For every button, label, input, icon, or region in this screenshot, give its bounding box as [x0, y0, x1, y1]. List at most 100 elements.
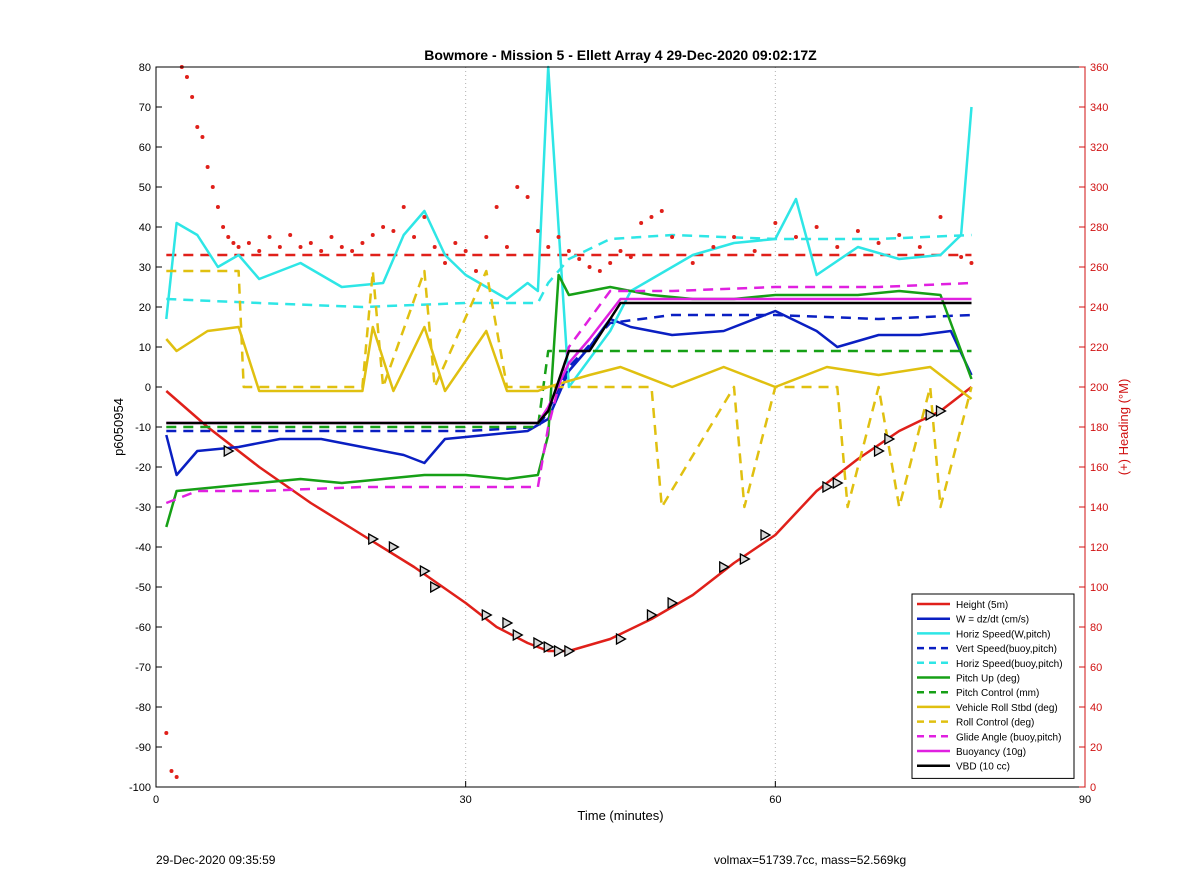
heading-point	[938, 215, 943, 219]
heading-point	[195, 125, 200, 129]
legend-entry: Glide Angle (buoy,pitch)	[956, 732, 1061, 743]
heading-point	[473, 269, 478, 273]
y-right-tick-label: 240	[1090, 302, 1108, 314]
heading-point	[618, 249, 623, 253]
heading-point	[221, 225, 226, 229]
legend-entry: Vehicle Roll Stbd (deg)	[956, 703, 1058, 714]
heading-point	[556, 235, 561, 239]
y-right-tick-label: 160	[1090, 462, 1108, 474]
y-left-tick-label: 10	[139, 342, 151, 354]
heading-point	[690, 261, 695, 265]
series-line-2	[165, 65, 973, 389]
y-right-tick-label: 80	[1090, 622, 1102, 634]
heading-point	[360, 241, 365, 245]
heading-point	[184, 75, 189, 79]
series-line-4	[166, 233, 972, 309]
height-marker	[533, 636, 545, 650]
heading-point	[329, 235, 334, 239]
height-marker	[822, 480, 834, 494]
heading-point	[855, 229, 860, 233]
heading-point	[246, 241, 251, 245]
y-right-tick-label: 320	[1090, 142, 1108, 154]
height-marker	[481, 608, 493, 622]
y-right-tick-label: 200	[1090, 382, 1108, 394]
heading-point	[597, 269, 602, 273]
height-marker	[388, 540, 400, 554]
plot-area	[164, 65, 974, 779]
heading-point	[917, 245, 922, 249]
heading-point	[164, 731, 169, 735]
y-left-tick-label: -70	[135, 662, 151, 674]
heading-point	[628, 255, 633, 259]
heading-point	[381, 225, 386, 229]
heading-point	[546, 245, 551, 249]
y-right-tick-label: 60	[1090, 662, 1102, 674]
series-line-5	[165, 273, 973, 528]
height-marker	[935, 404, 947, 418]
heading-point	[443, 261, 448, 265]
height-marker	[502, 616, 514, 630]
height-marker	[925, 408, 937, 422]
heading-point	[876, 241, 881, 245]
heading-point	[897, 233, 902, 237]
heading-point	[350, 249, 355, 253]
series-line-9	[165, 281, 972, 505]
height-marker	[419, 564, 431, 578]
legend-entry: Pitch Up (deg)	[956, 674, 1020, 685]
heading-point	[205, 165, 210, 169]
heading-point	[190, 95, 195, 99]
y-right-tick-label: 140	[1090, 502, 1108, 514]
heading-point	[732, 235, 737, 239]
heading-point	[649, 215, 654, 219]
y-left-tick-label: 60	[139, 142, 151, 154]
y-right-tick-label: 40	[1090, 702, 1102, 714]
height-marker	[223, 444, 235, 458]
y-left-tick-label: -30	[135, 502, 151, 514]
heading-point	[210, 185, 215, 189]
y-left-tick-label: 70	[139, 102, 151, 114]
axes: 0 30 60 90-100-90-80-70-60-50-40-30-20-1001…	[129, 62, 1108, 806]
y-left-tick-label: -40	[135, 542, 151, 554]
legend-entry: Height (5m)	[956, 600, 1008, 611]
heading-point	[174, 775, 179, 779]
y-axis-label-left: p6050954	[111, 398, 126, 456]
y-left-tick-label: 50	[139, 182, 151, 194]
y-right-tick-label: 340	[1090, 102, 1108, 114]
height-marker	[543, 640, 555, 654]
heading-point	[319, 249, 324, 253]
heading-point	[401, 205, 406, 209]
y-left-tick-label: 30	[139, 262, 151, 274]
height-marker	[646, 608, 658, 622]
heading-point	[535, 229, 540, 233]
footer-timestamp: 29-Dec-2020 09:35:59	[156, 853, 276, 867]
height-marker	[832, 476, 844, 490]
heading-point	[639, 221, 644, 225]
y-left-tick-label: -10	[135, 422, 151, 434]
height-marker	[739, 552, 751, 566]
legend-entry: W = dz/dt (cm/s)	[956, 615, 1029, 626]
heading-point	[370, 233, 375, 237]
heading-point	[959, 255, 964, 259]
footer-vehicle-info: volmax=51739.7cc, mass=52.569kg	[714, 853, 907, 867]
legend-entry: Roll Control (deg)	[956, 718, 1034, 729]
heading-point	[566, 249, 571, 253]
y-left-tick-label: -80	[135, 702, 151, 714]
y-right-tick-label: 360	[1090, 62, 1108, 74]
heading-point	[339, 245, 344, 249]
heading-point	[412, 235, 417, 239]
x-tick-label: 90	[1079, 794, 1091, 806]
y-right-tick-label: 100	[1090, 582, 1108, 594]
y-right-tick-label: 120	[1090, 542, 1108, 554]
height-marker	[760, 528, 772, 542]
heading-point	[504, 245, 509, 249]
y-left-tick-label: 40	[139, 222, 151, 234]
heading-point	[515, 185, 520, 189]
heading-point	[200, 135, 205, 139]
legend-box	[911, 593, 1075, 779]
legend-entry: VBD (10 cc)	[956, 762, 1010, 773]
series-line-6	[166, 349, 972, 429]
series-line-7	[165, 325, 973, 400]
height-marker	[615, 632, 627, 646]
height-marker	[368, 532, 380, 546]
heading-point	[577, 257, 582, 261]
